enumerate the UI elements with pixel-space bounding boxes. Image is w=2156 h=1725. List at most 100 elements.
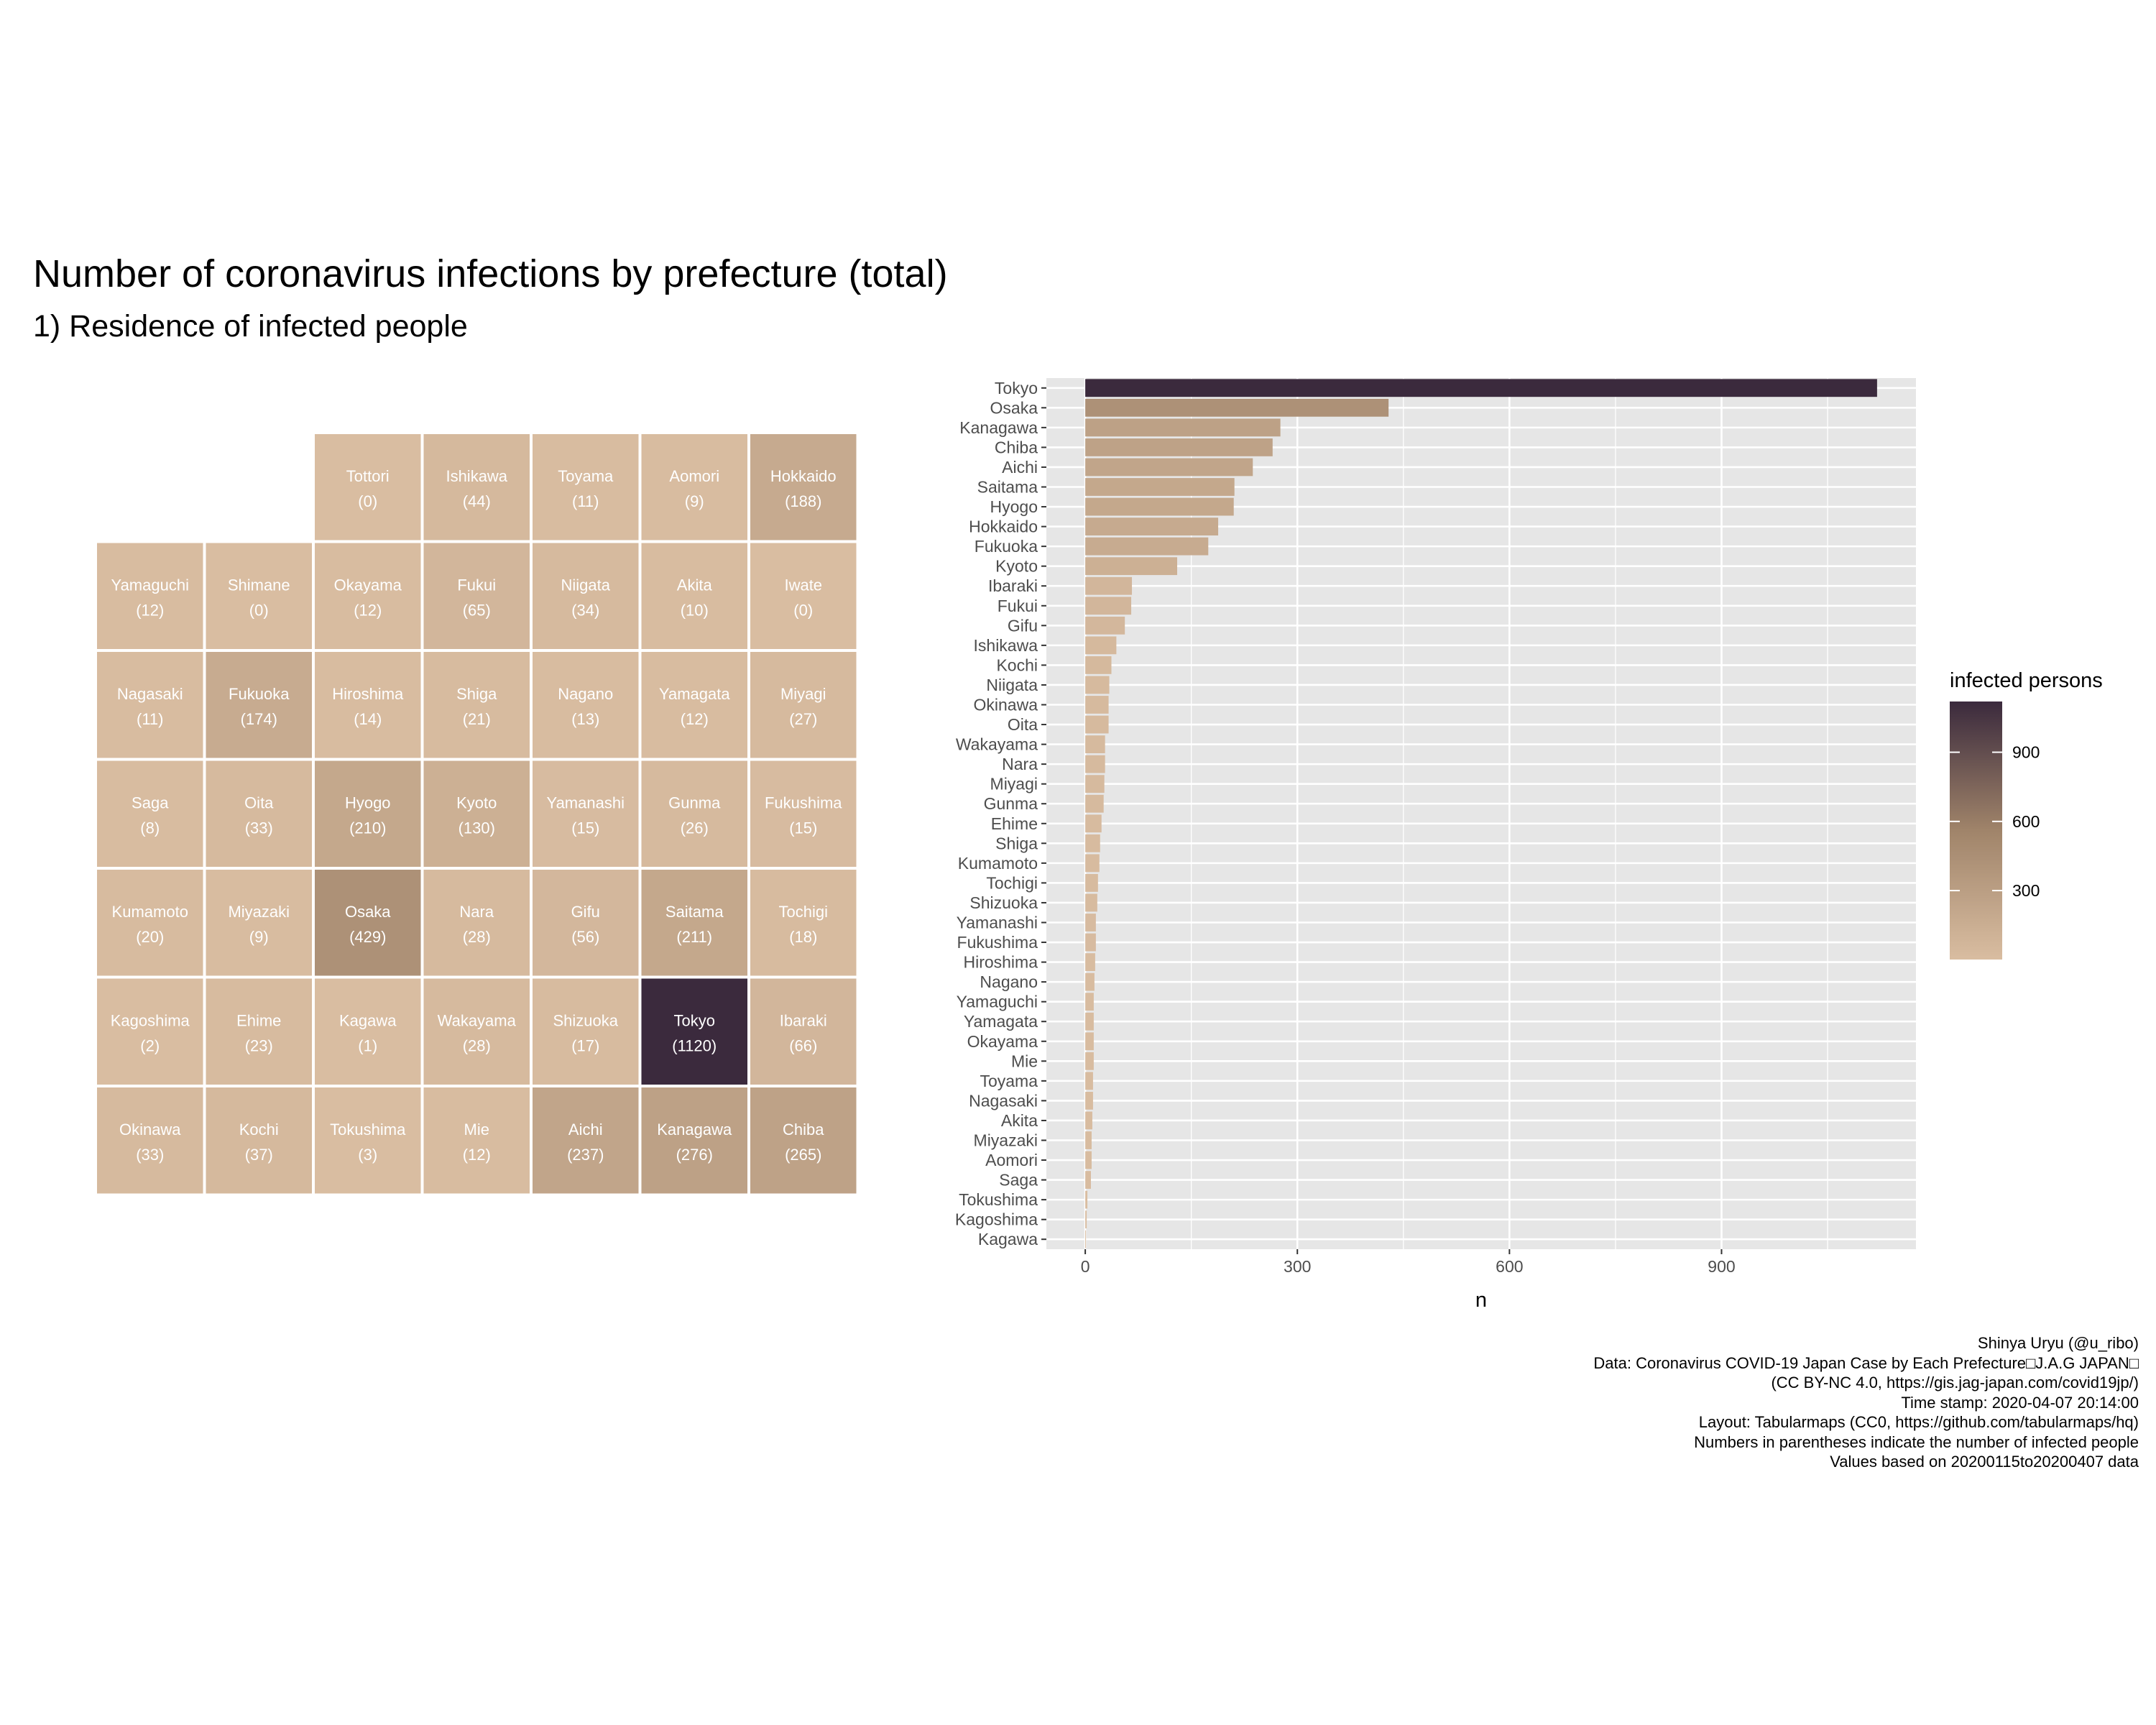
- bar-hyogo: [1085, 497, 1234, 516]
- y-tick-label: Kumamoto: [958, 854, 1038, 873]
- map-tile-value: (429): [349, 928, 386, 946]
- bar-ibaraki: [1085, 576, 1133, 595]
- x-tick-label: 600: [1496, 1257, 1523, 1276]
- bar-shizuoka: [1085, 893, 1097, 912]
- y-tick-label: Kagoshima: [955, 1210, 1038, 1229]
- map-tile-name: Yamanashi: [547, 794, 625, 811]
- map-tile-value: (66): [789, 1036, 817, 1054]
- bar-yamanashi: [1085, 914, 1096, 932]
- map-tile-value: (237): [567, 1146, 604, 1164]
- caption-line: Time stamp: 2020-04-07 20:14:00: [1901, 1393, 2139, 1412]
- map-tile-aichi: Aichi (237): [530, 1085, 642, 1197]
- map-tile-rect: [530, 1085, 642, 1197]
- map-tile-value: (65): [463, 601, 491, 619]
- map-tile-value: (12): [681, 710, 709, 728]
- bar-fukui: [1085, 597, 1132, 615]
- map-tile-gunma: Gunma (26): [638, 758, 750, 870]
- y-tick-label: Nagano: [980, 972, 1038, 991]
- caption: Shinya Uryu (@u_ribo) Data: Coronavirus …: [1593, 1333, 2139, 1472]
- map-tile-value: (0): [358, 492, 377, 510]
- bar-toyama: [1085, 1072, 1093, 1090]
- caption-line: Shinya Uryu (@u_ribo): [1977, 1334, 2139, 1352]
- map-tile-name: Mie: [464, 1121, 489, 1138]
- map-tile-name: Nagasaki: [117, 685, 183, 703]
- map-tile-iwate: Iwate (0): [747, 540, 860, 652]
- chart-subtitle: 1) Residence of infected people: [33, 309, 468, 344]
- bar-fukuoka: [1085, 537, 1209, 556]
- map-tile-value: (28): [463, 1036, 491, 1054]
- map-tile-value: (21): [463, 710, 491, 728]
- map-tile-rect: [747, 649, 860, 761]
- legend-tick-label: 900: [2012, 743, 2040, 762]
- y-tick-label: Gunma: [984, 794, 1038, 813]
- x-tick-label: 900: [1708, 1257, 1735, 1276]
- bar-mie: [1085, 1052, 1094, 1070]
- map-tile-value: (23): [245, 1036, 273, 1054]
- chart-title: Number of coronavirus infections by pref…: [33, 252, 948, 295]
- map-tile-name: Kagawa: [339, 1011, 397, 1029]
- bar-okinawa: [1085, 696, 1109, 714]
- bar-akita: [1085, 1111, 1092, 1130]
- bars: [1085, 379, 1877, 1248]
- map-tile-name: Okayama: [334, 576, 402, 594]
- map-tile-name: Saga: [132, 794, 169, 811]
- map-tile-rect: [312, 975, 424, 1087]
- map-tile-name: Miyazaki: [228, 903, 290, 921]
- map-tile-ibaraki: Ibaraki (66): [747, 975, 860, 1087]
- map-tile-kumamoto: Kumamoto (20): [94, 867, 206, 979]
- bar-saga: [1085, 1171, 1091, 1189]
- y-tick-label: Niigata: [986, 676, 1038, 694]
- map-tile-ishikawa: Ishikawa (44): [420, 431, 533, 543]
- map-tile-value: (20): [136, 928, 164, 946]
- y-tick-label: Miyagi: [990, 775, 1038, 794]
- map-tile-rect: [420, 758, 533, 870]
- bar-kanagawa: [1085, 418, 1281, 437]
- x-axis: 0 300 600 900: [1081, 1249, 1736, 1276]
- map-tile-value: (12): [136, 601, 164, 619]
- bar-niigata: [1085, 676, 1110, 694]
- map-tile-name: Niigata: [561, 576, 611, 594]
- map-tile-name: Ehime: [236, 1011, 281, 1029]
- map-tile-name: Toyama: [558, 467, 614, 485]
- map-tile-rect: [94, 649, 206, 761]
- map-tile-value: (56): [571, 928, 599, 946]
- map-tile-shimane: Shimane (0): [203, 540, 315, 652]
- bar-aomori: [1085, 1151, 1092, 1169]
- bar-nara: [1085, 755, 1105, 773]
- legend-title: infected persons: [1950, 669, 2103, 692]
- bar-ehime: [1085, 814, 1102, 833]
- map-tile-value: (15): [789, 819, 817, 837]
- bar-gunma: [1085, 794, 1104, 813]
- map-tile-ehime: Ehime (23): [203, 975, 315, 1087]
- map-tile-miyagi: Miyagi (27): [747, 649, 860, 761]
- map-tile-rect: [638, 1085, 750, 1197]
- map-tile-value: (211): [676, 928, 712, 946]
- bar-kagoshima: [1085, 1210, 1087, 1229]
- map-tile-mie: Mie (12): [420, 1085, 533, 1197]
- map-tile-okinawa: Okinawa (33): [94, 1085, 206, 1197]
- y-tick-label: Ishikawa: [974, 636, 1038, 655]
- map-tile-name: Akita: [677, 576, 713, 594]
- y-tick-label: Yamagata: [964, 1012, 1038, 1031]
- map-tile-rect: [420, 540, 533, 652]
- y-tick-label: Yamanashi: [957, 914, 1038, 932]
- bar-ishikawa: [1085, 636, 1117, 655]
- map-tile-value: (3): [358, 1146, 377, 1164]
- map-tile-rect: [203, 649, 315, 761]
- map-tile-name: Iwate: [784, 576, 822, 594]
- map-tile-okayama: Okayama (12): [312, 540, 424, 652]
- map-tile-rect: [638, 540, 750, 652]
- bar-oita: [1085, 715, 1109, 734]
- y-tick-label: Shizuoka: [969, 893, 1038, 912]
- y-tick-label: Oita: [1008, 715, 1038, 734]
- y-tick-label: Kagawa: [978, 1230, 1038, 1248]
- map-tile-value: (14): [354, 710, 382, 728]
- y-tick-label: Shiga: [995, 834, 1038, 852]
- bar-kagawa: [1085, 1230, 1087, 1248]
- map-tile-value: (265): [785, 1146, 821, 1164]
- y-tick-label: Ibaraki: [988, 576, 1038, 595]
- map-tile-name: Fukushima: [765, 794, 842, 811]
- map-tile-value: (27): [789, 710, 817, 728]
- y-tick-label: Nara: [1002, 755, 1038, 773]
